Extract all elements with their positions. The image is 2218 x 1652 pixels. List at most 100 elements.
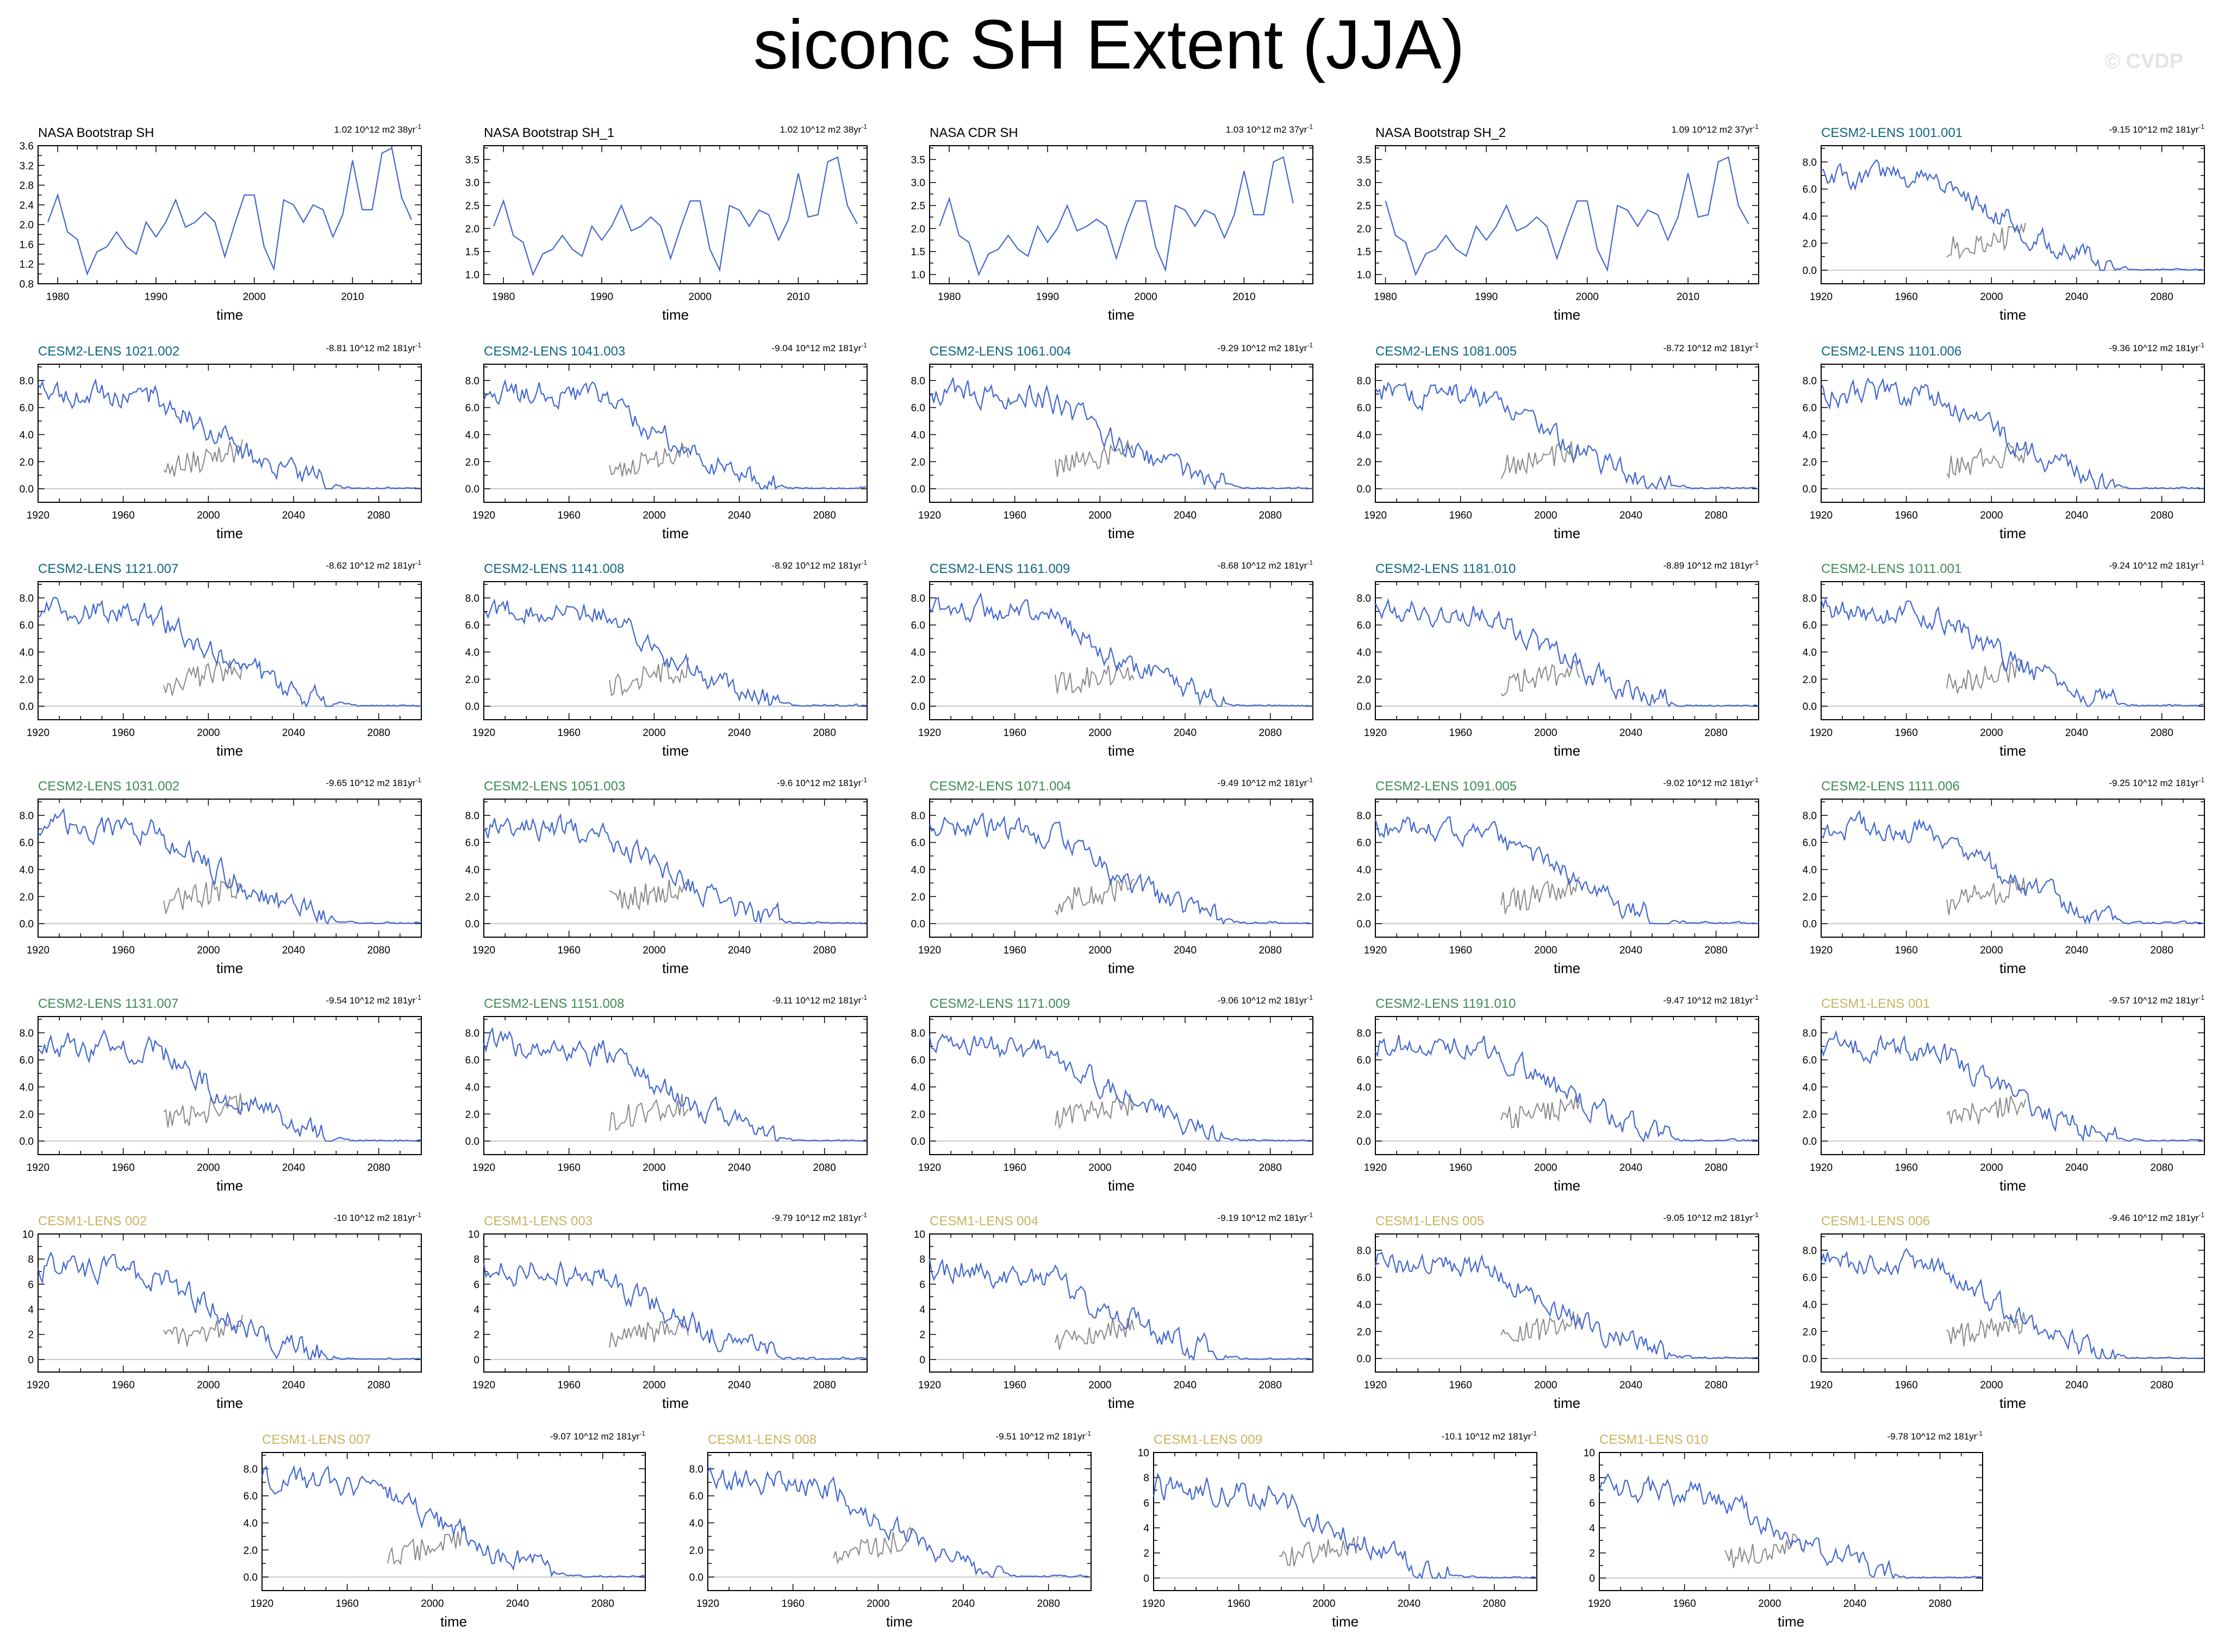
y-tick-label: 2.0 [911, 457, 925, 468]
x-tick-label: 1920 [1810, 510, 1833, 521]
y-tick-label: 2.8 [20, 180, 34, 192]
y-tick-label: 1.0 [911, 270, 925, 281]
y-tick-label: 6.0 [465, 403, 479, 414]
y-tick-label: 2 [1143, 1548, 1149, 1560]
x-tick-label: 2080 [2151, 1380, 2173, 1391]
series-line [1375, 817, 1759, 924]
x-tick-label: 1920 [27, 945, 49, 956]
x-tick-label: 2080 [813, 1162, 836, 1174]
y-tick-label: 8.0 [465, 811, 479, 822]
y-tick-label: 3.6 [20, 141, 34, 152]
y-tick-label: 6.0 [911, 620, 925, 632]
x-tick-label: 1920 [472, 945, 495, 956]
chart-panel: CESM1-LENS 001 -9.57 10^12 m2 181yr-10.02… [1803, 994, 2205, 1194]
chart-panel: CESM2-LENS 1081.005 -8.72 10^12 m2 181yr-… [1357, 341, 1759, 541]
chart-panel: CESM1-LENS 002 -10 10^12 m2 181yr-1 0 2 4 6 8 1… [22, 1211, 421, 1411]
y-tick-label: 8.0 [911, 811, 925, 822]
y-tick-label: 6.0 [1803, 620, 1817, 632]
y-tick-label: 8.0 [1803, 157, 1817, 169]
x-tick-label: 1920 [472, 510, 495, 521]
y-tick-label: 0.0 [20, 1136, 34, 1148]
panel-title: CESM2-LENS 1121.007 [38, 562, 178, 576]
x-tick-label: 2040 [1619, 510, 1642, 521]
obs-overlay-line [388, 1529, 466, 1564]
y-tick-label: 8.0 [1803, 1245, 1817, 1257]
x-axis-label: time [662, 743, 689, 759]
y-tick-label: 3.5 [1357, 154, 1371, 166]
x-tick-label: 1920 [27, 510, 49, 521]
y-tick-label: 2.5 [465, 201, 479, 212]
obs-overlay-line [1947, 1096, 2026, 1124]
x-tick-label: 1920 [1810, 1162, 1833, 1174]
x-axis-label: time [886, 1613, 913, 1630]
x-tick-label: 2040 [282, 727, 305, 739]
x-axis-label: time [216, 1177, 243, 1194]
obs-overlay-line [1947, 1312, 2026, 1346]
y-tick-label: 0.0 [244, 1572, 258, 1584]
y-tick-label: 2 [919, 1330, 925, 1341]
x-tick-label: 2040 [952, 1598, 975, 1610]
y-tick-label: 2.0 [1803, 674, 1817, 685]
panel-title: NASA Bootstrap SH_1 [484, 126, 614, 140]
panel-title: CESM2-LENS 1081.005 [1375, 344, 1517, 359]
x-tick-label: 1920 [27, 1162, 49, 1174]
y-tick-label: 0.0 [1803, 1354, 1817, 1365]
y-tick-label: 3.0 [911, 178, 925, 189]
y-tick-label: 6.0 [1803, 1055, 1817, 1067]
panel-frame [1821, 364, 2204, 502]
x-tick-label: 2080 [1037, 1598, 1060, 1610]
x-tick-label: 2080 [2151, 510, 2173, 521]
x-tick-label: 1960 [1895, 510, 1918, 521]
x-tick-label: 1920 [472, 1162, 495, 1174]
x-tick-label: 2080 [1259, 1162, 1282, 1174]
y-tick-label: 2.0 [1803, 892, 1817, 903]
x-tick-label: 1980 [492, 291, 515, 303]
y-tick-label: 4.0 [465, 647, 479, 658]
y-tick-label: 6.0 [20, 403, 34, 414]
panel-frame [38, 364, 421, 502]
x-tick-label: 1920 [1810, 291, 1833, 303]
x-tick-label: 2040 [282, 1380, 305, 1391]
panel-frame [484, 582, 867, 720]
y-tick-label: 8.0 [20, 1028, 34, 1039]
obs-overlay-line [1055, 1094, 1134, 1127]
obs-overlay-line [1947, 877, 2026, 915]
panel-title: CESM1-LENS 008 [708, 1432, 817, 1447]
y-tick-label: 0 [473, 1355, 479, 1366]
chart-panel: CESM2-LENS 1031.002 -9.65 10^12 m2 181yr-… [20, 776, 422, 976]
y-tick-label: 0.0 [465, 484, 479, 495]
x-tick-label: 2000 [643, 510, 665, 521]
x-tick-label: 1960 [1449, 510, 1472, 521]
y-tick-label: 6.0 [1357, 1055, 1371, 1067]
obs-overlay-line [1725, 1534, 1804, 1568]
y-tick-label: 0.0 [1803, 701, 1817, 713]
y-tick-label: 4.0 [20, 647, 34, 658]
y-tick-label: 4.0 [1357, 1299, 1371, 1311]
x-axis-label: time [1554, 1395, 1580, 1411]
y-tick-label: 6.0 [20, 838, 34, 849]
x-tick-label: 2000 [197, 945, 220, 956]
panel-title: CESM2-LENS 1051.003 [484, 779, 625, 794]
x-tick-label: 1960 [1004, 1162, 1026, 1174]
y-tick-label: 10 [1138, 1448, 1149, 1459]
panel-trend: -9.29 10^12 m2 181yr-1 [1217, 341, 1313, 353]
chart-panel: CESM2-LENS 1011.001 -9.24 10^12 m2 181yr-… [1803, 559, 2205, 759]
y-tick-label: 0.0 [1357, 919, 1371, 930]
y-tick-label: 6.0 [20, 1055, 34, 1067]
panel-title: NASA CDR SH [930, 126, 1018, 140]
panel-frame [1821, 1017, 2204, 1155]
series-line [939, 157, 1293, 275]
x-tick-label: 2000 [643, 1162, 665, 1174]
y-tick-label: 4 [919, 1305, 925, 1316]
chart-panel: NASA Bootstrap SH 1.02 10^12 m2 38yr-1 0.8… [20, 123, 422, 323]
x-tick-label: 2000 [1088, 510, 1111, 521]
x-axis-label: time [662, 1395, 689, 1411]
y-tick-label: 8.0 [1357, 1028, 1371, 1039]
obs-overlay-line [833, 1528, 912, 1562]
x-tick-label: 1960 [1895, 945, 1918, 956]
x-tick-label: 2080 [813, 945, 836, 956]
x-tick-label: 2040 [728, 1162, 751, 1174]
x-axis-label: time [1108, 307, 1135, 323]
y-tick-label: 4.0 [1357, 429, 1371, 441]
y-tick-label: 2.0 [1357, 674, 1371, 685]
